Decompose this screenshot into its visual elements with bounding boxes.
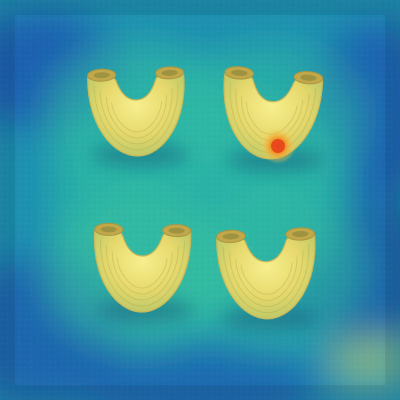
hotspot [260,128,296,164]
